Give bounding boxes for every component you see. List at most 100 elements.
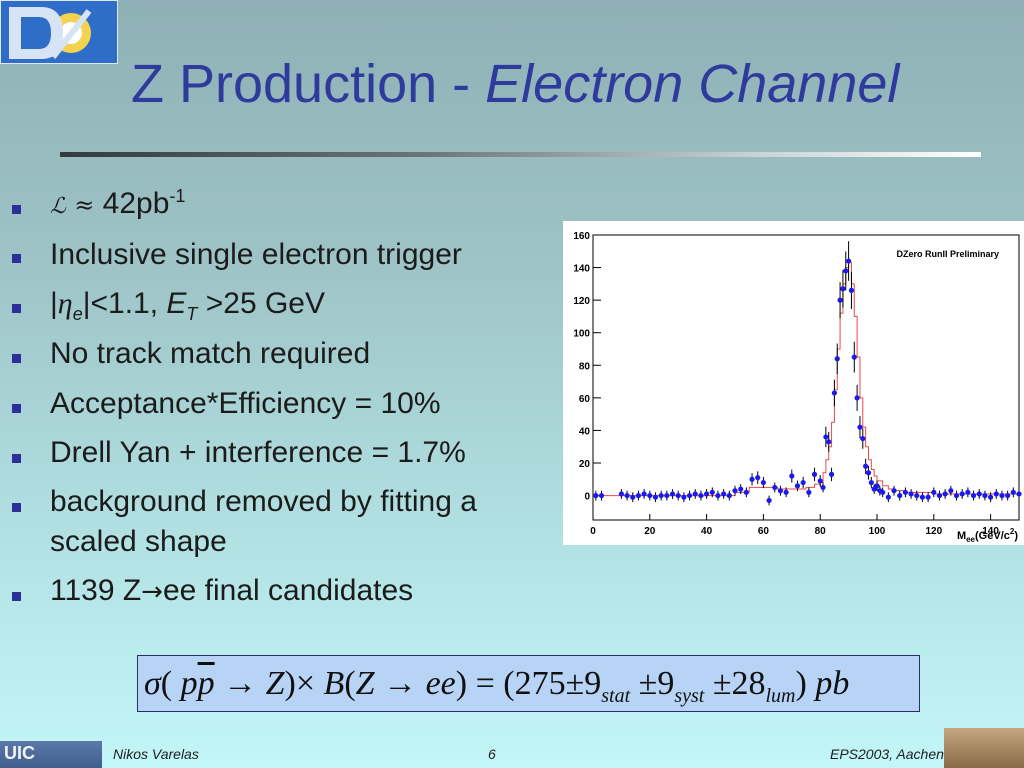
data-point: [783, 489, 789, 495]
syst-label: syst: [674, 684, 705, 707]
data-point: [848, 287, 855, 293]
data-point: [692, 491, 698, 497]
data-point: [953, 492, 960, 499]
data-point: [641, 491, 647, 497]
plot-frame: [592, 234, 1020, 521]
data-point: [820, 484, 826, 491]
data-point: [925, 494, 931, 500]
stat-label: stat: [601, 684, 631, 707]
data-point: [635, 492, 642, 499]
data-point: [919, 494, 926, 500]
bullet-text: Acceptance*Efficiency = 10%: [50, 387, 441, 420]
data-point: [970, 492, 977, 499]
y-tick-label: 100: [573, 329, 590, 340]
data-point: [732, 488, 738, 494]
approx-symbol: ≈: [74, 191, 95, 219]
data-point: [834, 356, 840, 362]
footer-page-number: 6: [488, 746, 496, 762]
bullet-text: Inclusive single electron trigger: [50, 238, 462, 271]
data-point: [669, 491, 676, 497]
slide-title: Z Production - Electron Channel: [131, 54, 899, 114]
proton-symbol: p: [180, 665, 198, 702]
data-point: [851, 354, 857, 360]
sigma-symbol: σ: [144, 665, 161, 702]
data-point: [931, 489, 937, 495]
data-point: [823, 434, 829, 440]
x-axis-label: Mee(GeV/c2): [957, 527, 1018, 544]
lum-label: lum: [765, 684, 796, 707]
uic-logo: UIC: [0, 741, 102, 768]
data-point: [982, 492, 988, 499]
y-tick-label: 140: [573, 264, 590, 275]
et-subscript: T: [186, 304, 198, 324]
data-point: [897, 492, 903, 499]
bullet-text: ℒ ≈ 42pb-1: [50, 186, 185, 222]
bullet-marker: [12, 404, 21, 413]
data-point: [988, 494, 994, 500]
luminosity-exponent: -1: [169, 186, 186, 206]
y-tick-label: 0: [584, 492, 590, 503]
data-point: [831, 390, 837, 396]
data-point: [908, 491, 914, 497]
data-point: [698, 492, 704, 499]
data-point: [826, 439, 832, 445]
data-point: [794, 483, 801, 489]
x-tick-label: 40: [701, 526, 713, 537]
data-point: [965, 489, 971, 495]
data-point: [902, 489, 908, 495]
mass-plot: DZero RunII Preliminary 0 20 40 60 80 100 120 1…: [563, 221, 1024, 545]
data-point: [618, 491, 624, 497]
eta-subscript: e: [72, 304, 83, 324]
data-point: [624, 492, 630, 499]
bullet-marker: [12, 454, 21, 463]
et-cut-text: >25 GeV: [197, 287, 325, 320]
data-point: [777, 488, 784, 494]
data-point: [789, 473, 795, 479]
data-point: [1016, 491, 1022, 497]
fit-histogram: [593, 262, 1019, 497]
data-point: [738, 486, 744, 492]
formula-paren: ): [795, 665, 816, 702]
data-point: [948, 488, 954, 494]
bullet-marker: [12, 304, 21, 313]
data-point: [1005, 492, 1011, 499]
data-point: [806, 489, 812, 495]
chart-title: DZero RunII Preliminary: [896, 249, 999, 259]
data-point: [630, 494, 636, 500]
data-point: [959, 491, 965, 497]
data-point: [868, 479, 874, 486]
bullet-text: |ηe|<1.1, ET >25 GeV: [50, 286, 325, 326]
y-tick-label: 160: [573, 231, 590, 242]
luminosity-value: 42pb: [102, 187, 170, 220]
candidates-pre: 1139 Z: [50, 574, 142, 607]
bullet-text: No track match required: [50, 337, 371, 370]
uic-logo-text: UIC: [4, 743, 35, 763]
data-point: [914, 492, 920, 499]
x-tick-label: 100: [869, 526, 886, 537]
z-symbol: Z: [265, 665, 285, 702]
x-tick-label: 0: [590, 526, 596, 537]
data-point: [993, 491, 999, 497]
mass-plot-svg: DZero RunII Preliminary 0 20 40 60 80 100 120 1…: [573, 231, 1022, 544]
data-point: [755, 475, 761, 481]
data-point: [721, 491, 727, 497]
data-point: [726, 492, 732, 499]
data-point: [681, 494, 687, 500]
data-point: [942, 491, 948, 497]
data-point: [800, 479, 806, 486]
data-point: [840, 286, 846, 292]
data-point: [976, 491, 982, 497]
data-point: [817, 478, 823, 484]
eta-symbol: η: [57, 287, 73, 320]
bullet-marker: [12, 503, 21, 512]
formula-value: ) = (275: [455, 665, 566, 702]
data-point: [828, 471, 835, 477]
data-point: [709, 489, 715, 495]
times-symbol: )×: [284, 665, 324, 702]
arrow-symbol: →: [141, 577, 163, 607]
ee-symbol: ee: [425, 665, 456, 702]
formula-paren: (: [344, 665, 356, 702]
dzero-logo: [0, 0, 118, 64]
data-point: [749, 476, 755, 482]
data-point: [743, 489, 749, 495]
